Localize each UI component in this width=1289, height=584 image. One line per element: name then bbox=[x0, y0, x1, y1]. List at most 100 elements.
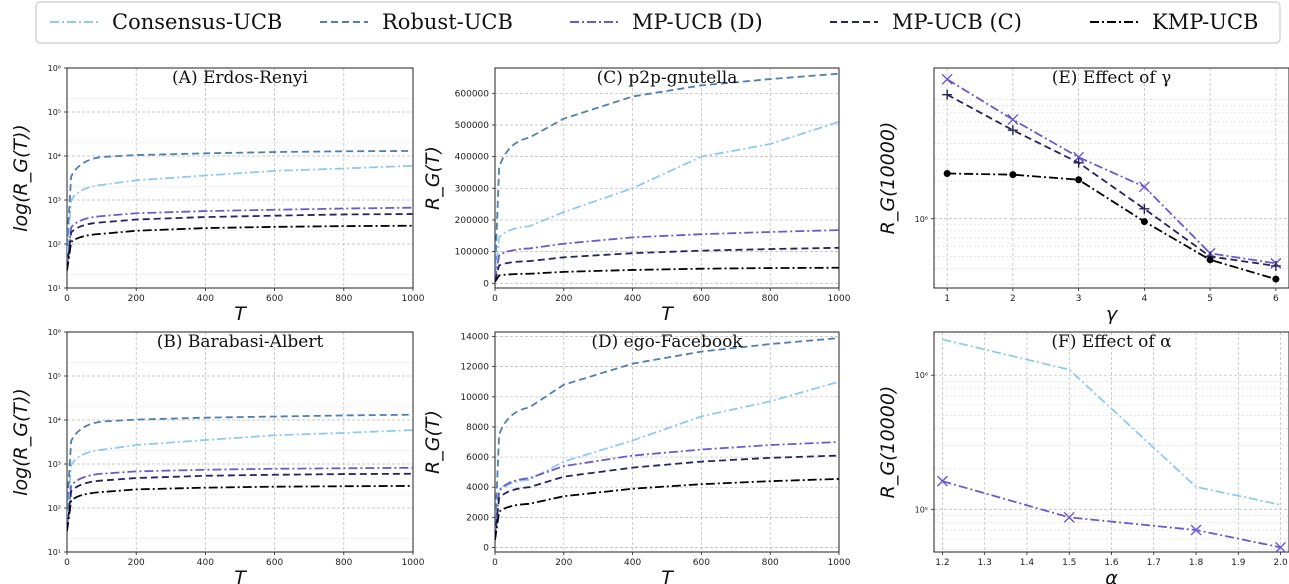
marker-point bbox=[943, 169, 951, 177]
series-line-consensus-ucb bbox=[942, 338, 1281, 506]
series-line-mp-ucb-d bbox=[946, 78, 1276, 265]
series-line-consensus-ucb bbox=[495, 120, 839, 278]
xtick-label: 600 bbox=[693, 294, 710, 304]
xtick-label: 1.7 bbox=[1147, 558, 1161, 568]
legend-box bbox=[35, 1, 1281, 44]
xtick-label: 1000 bbox=[402, 294, 425, 304]
y-axis-label-e: R_G(10000) bbox=[877, 122, 899, 235]
xtick-label: 1000 bbox=[828, 558, 851, 568]
series-line-mp-ucb-c bbox=[946, 93, 1276, 267]
y-axis-label-c: R_G(T) bbox=[422, 146, 444, 210]
ytick-label: 10⁵ bbox=[48, 108, 61, 117]
series-line-kmp-ucb bbox=[67, 484, 413, 532]
ytick-label: 10⁶ bbox=[48, 328, 61, 337]
grid-a bbox=[66, 67, 414, 289]
ytick-label: 10⁶ bbox=[48, 64, 61, 73]
panel-title-a: (A) Erdos-Renyi bbox=[172, 68, 308, 88]
series-line-consensus-ucb bbox=[495, 380, 839, 536]
x-axis-label-f: α bbox=[1105, 567, 1118, 584]
panel-b: 0 200 400 600 800 1000 10¹ 10² 10³ 10⁴ 10⁵ 10⁶ (B) B… bbox=[10, 328, 425, 584]
xtick-label: 2 bbox=[1010, 294, 1016, 304]
xtick-label: 1.6 bbox=[1104, 558, 1119, 568]
grid-e bbox=[934, 68, 1289, 288]
ytick-label: 12000 bbox=[460, 363, 489, 373]
series-line-consensus-ucb bbox=[67, 429, 413, 518]
legend-label-mp-ucb-c: MP-UCB (C) bbox=[892, 10, 1022, 34]
xtick-label: 3 bbox=[1076, 294, 1082, 304]
panel-d: 0 200 400 600 800 100002000400060008000100001… bbox=[422, 331, 851, 584]
series-line-mp-ucb-c bbox=[67, 472, 413, 530]
ytick-label: 100000 bbox=[455, 248, 490, 258]
marker-point bbox=[1139, 203, 1150, 214]
series-group-c bbox=[495, 72, 839, 283]
panel-e: 1 2 3 4 5 6 10⁶ (E) Effect of γ γ R_G(10000) bbox=[877, 67, 1289, 325]
xtick-label: 1000 bbox=[828, 294, 851, 304]
ytick-label: 10² bbox=[48, 240, 61, 249]
x-axis-label-c: T bbox=[661, 303, 674, 325]
x-axis-label-b: T bbox=[234, 567, 247, 584]
ytick-label: 200000 bbox=[455, 216, 490, 226]
xtick-label: 800 bbox=[335, 294, 352, 304]
ytick-label: 10¹ bbox=[48, 548, 61, 557]
marker-point bbox=[1063, 511, 1075, 523]
xtick-label: 800 bbox=[762, 558, 779, 568]
y-axis-label-a: log(R_G(T)) bbox=[10, 124, 32, 232]
x-axis-label-d: T bbox=[661, 567, 674, 584]
ytick-label: 14000 bbox=[460, 333, 489, 343]
series-group-b bbox=[67, 413, 413, 532]
xtick-label: 400 bbox=[624, 294, 641, 304]
series-line-mp-ucb-c bbox=[495, 454, 839, 538]
ytick-label: 8000 bbox=[466, 423, 489, 433]
marker-point bbox=[936, 475, 948, 487]
xtick-label: 400 bbox=[624, 558, 641, 568]
xtick-label: 5 bbox=[1207, 294, 1213, 304]
legend-label-consensus-ucb: Consensus-UCB bbox=[112, 10, 282, 34]
xtick-label: 1.3 bbox=[978, 558, 992, 568]
marker-point bbox=[1007, 114, 1019, 126]
ytick-label: 10⁴ bbox=[48, 416, 61, 425]
series-line-robust-ucb bbox=[495, 337, 839, 533]
ytick-label: 10⁶ bbox=[915, 215, 928, 224]
series-group-e bbox=[941, 73, 1282, 283]
legend-label-kmp-ucb: KMP-UCB bbox=[1152, 10, 1258, 34]
series-line-mp-ucb-d bbox=[495, 441, 839, 536]
xtick-label: 600 bbox=[266, 294, 283, 304]
series-line-mp-ucb-c bbox=[495, 246, 839, 281]
ytick-label: 10¹ bbox=[48, 284, 61, 293]
xtick-label: 0 bbox=[64, 558, 70, 568]
xtick-label: 800 bbox=[335, 558, 352, 568]
ytick-label: 10² bbox=[48, 504, 61, 513]
ytick-label: 300000 bbox=[455, 184, 490, 194]
series-line-consensus-ucb bbox=[67, 164, 413, 254]
series-line-kmp-ucb bbox=[495, 266, 839, 283]
xtick-label: 0 bbox=[492, 294, 498, 304]
plot-frame-a bbox=[66, 67, 414, 289]
panel-title-b: (B) Barabasi-Albert bbox=[157, 332, 324, 352]
xtick-label: 2.0 bbox=[1273, 558, 1288, 568]
panel-title-f: (F) Effect of α bbox=[1051, 332, 1172, 352]
series-line-mp-ucb-d bbox=[942, 480, 1281, 549]
series-line-kmp-ucb bbox=[495, 478, 839, 541]
plot-frame-e bbox=[933, 67, 1289, 289]
xtick-label: 600 bbox=[266, 558, 283, 568]
marker-point bbox=[1275, 541, 1287, 552]
marker-point bbox=[1190, 524, 1202, 536]
marker-point bbox=[1075, 176, 1083, 184]
ytick-label: 2000 bbox=[466, 513, 489, 523]
marker-point bbox=[1272, 275, 1280, 283]
series-group-d bbox=[495, 337, 839, 541]
panel-title-e: (E) Effect of γ bbox=[1052, 68, 1171, 88]
xtick-label: 0 bbox=[64, 294, 70, 304]
xtick-label: 200 bbox=[555, 294, 572, 304]
ytick-label: 4000 bbox=[466, 483, 489, 493]
xtick-label: 1.2 bbox=[935, 558, 949, 568]
panel-a: 0 200 400 600 800 1000 10¹ 10² 10³ 10⁴ 10⁵ 10⁶ (A) E… bbox=[10, 64, 425, 325]
plot-frame-c bbox=[494, 67, 840, 289]
series-group-a bbox=[67, 150, 413, 271]
series-line-mp-ucb-d bbox=[67, 206, 413, 268]
panel-f: 1.2 1.3 1.4 1.5 1.6 1.7 1.8 1.9 2.0 10⁵ 10⁶ (F) Eff… bbox=[877, 331, 1289, 584]
xtick-label: 200 bbox=[128, 558, 145, 568]
y-axis-label-b: log(R_G(T)) bbox=[10, 388, 32, 496]
xtick-label: 1.9 bbox=[1231, 558, 1246, 568]
